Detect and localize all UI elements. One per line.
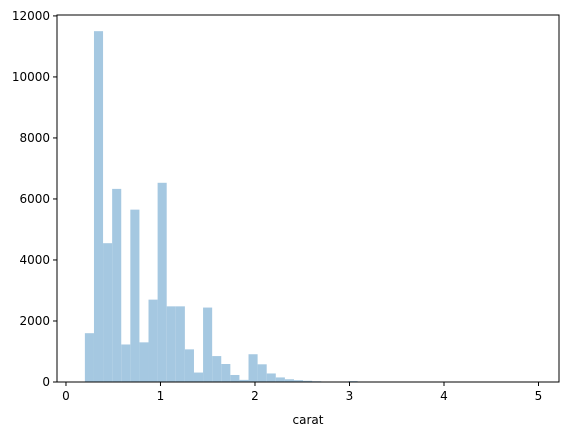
x-tick-label: 3 <box>346 389 354 403</box>
bar <box>221 364 230 382</box>
bar <box>185 349 194 382</box>
y-tick-label: 8000 <box>19 131 50 145</box>
bar <box>258 364 267 382</box>
x-tick-label: 2 <box>251 389 259 403</box>
y-tick-label: 12000 <box>12 9 50 23</box>
bar <box>176 306 185 382</box>
bar <box>203 308 212 382</box>
bar <box>167 306 176 382</box>
bar <box>249 354 258 382</box>
bar <box>149 300 158 382</box>
bar <box>139 342 148 382</box>
x-tick-label: 0 <box>62 389 70 403</box>
bar <box>158 183 167 382</box>
y-tick-label: 6000 <box>19 192 50 206</box>
bar <box>121 344 130 382</box>
y-tick-label: 10000 <box>12 70 50 84</box>
bar <box>130 210 139 382</box>
x-tick-label: 1 <box>157 389 165 403</box>
x-axis-label: carat <box>293 413 324 427</box>
y-tick-label: 2000 <box>19 314 50 328</box>
x-tick-label: 5 <box>535 389 543 403</box>
bar <box>212 356 221 382</box>
y-tick-label: 4000 <box>19 253 50 267</box>
bar <box>103 243 112 382</box>
bar <box>85 333 94 382</box>
bar <box>94 31 103 382</box>
x-tick-label: 4 <box>440 389 448 403</box>
bar <box>112 189 121 382</box>
bar <box>230 375 239 382</box>
bar <box>194 373 203 382</box>
bar <box>267 373 276 382</box>
bar <box>276 377 285 382</box>
y-tick-label: 0 <box>42 375 50 389</box>
